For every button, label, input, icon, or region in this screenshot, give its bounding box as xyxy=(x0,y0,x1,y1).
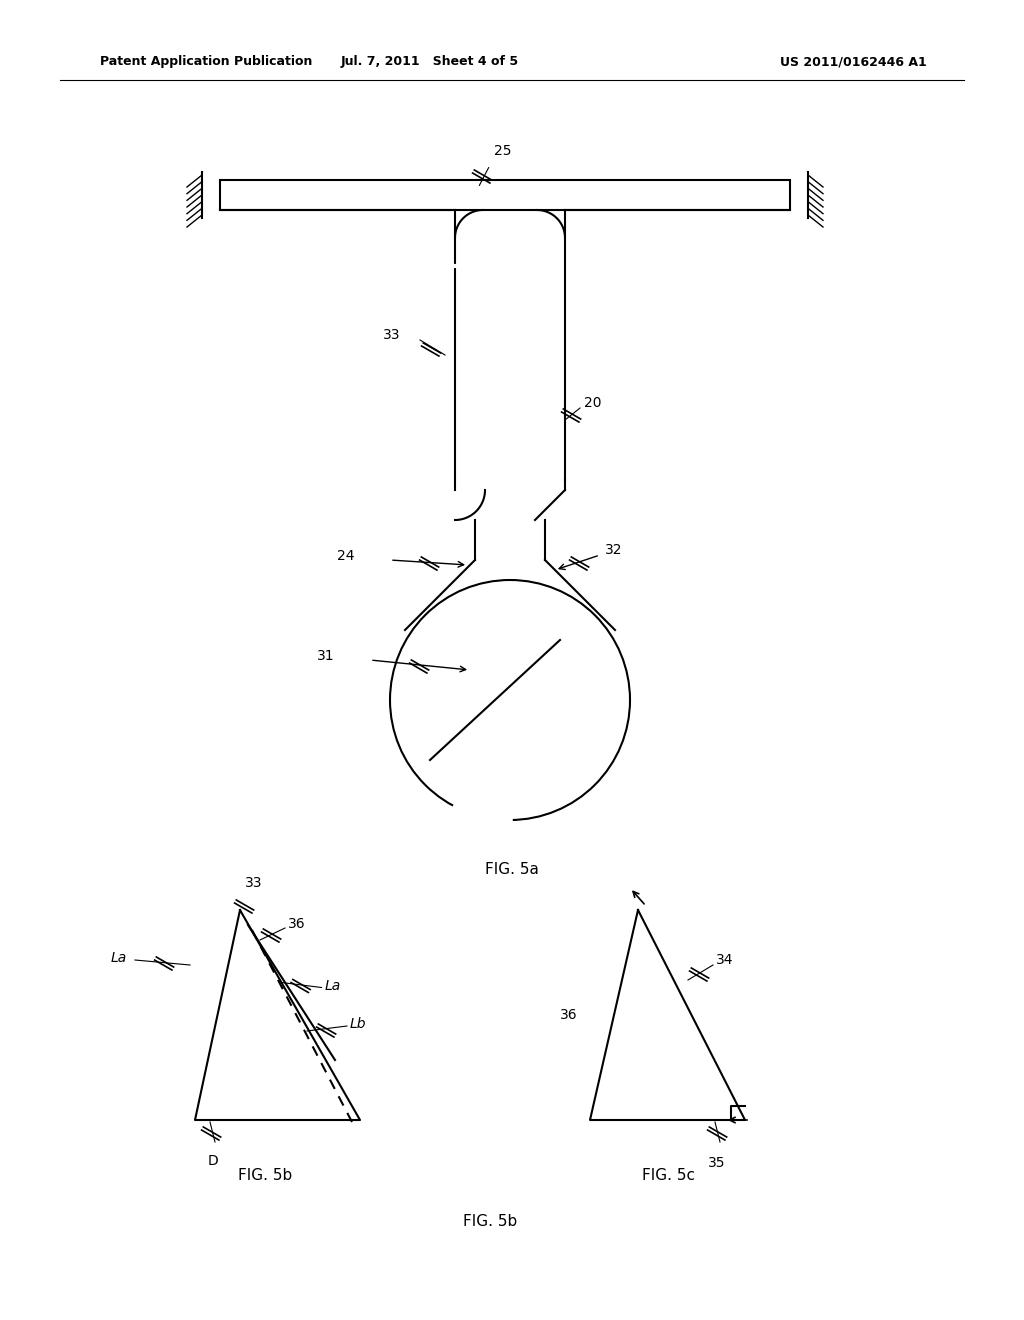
Text: 34: 34 xyxy=(716,953,733,968)
Text: 20: 20 xyxy=(584,396,601,411)
Bar xyxy=(220,180,790,210)
Text: 36: 36 xyxy=(288,917,305,931)
Text: FIG. 5b: FIG. 5b xyxy=(463,1214,517,1229)
Text: Patent Application Publication: Patent Application Publication xyxy=(100,55,312,69)
Text: 25: 25 xyxy=(494,144,512,158)
Text: 36: 36 xyxy=(560,1008,578,1022)
Text: 31: 31 xyxy=(317,649,335,663)
Text: Jul. 7, 2011   Sheet 4 of 5: Jul. 7, 2011 Sheet 4 of 5 xyxy=(341,55,519,69)
Text: FIG. 5b: FIG. 5b xyxy=(238,1167,292,1183)
Text: 24: 24 xyxy=(338,549,355,564)
Text: FIG. 5a: FIG. 5a xyxy=(485,862,539,878)
Text: US 2011/0162446 A1: US 2011/0162446 A1 xyxy=(780,55,927,69)
Text: 33: 33 xyxy=(383,327,400,342)
Text: 35: 35 xyxy=(709,1156,726,1170)
Text: La: La xyxy=(325,978,341,993)
Text: 32: 32 xyxy=(605,543,623,557)
Text: D: D xyxy=(208,1154,218,1168)
Text: La: La xyxy=(111,950,127,965)
Text: FIG. 5c: FIG. 5c xyxy=(641,1167,694,1183)
Text: 33: 33 xyxy=(245,876,262,890)
Text: Lb: Lb xyxy=(350,1016,367,1031)
